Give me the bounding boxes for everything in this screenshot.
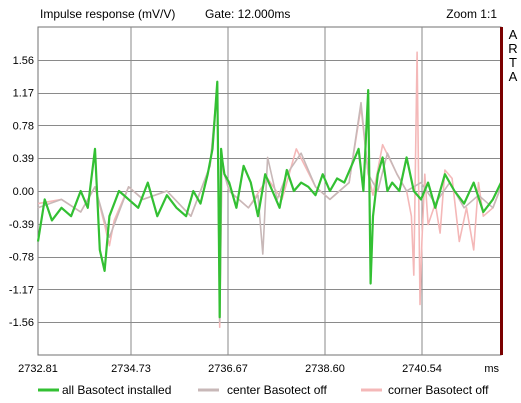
y-tick-label: 1.56 bbox=[13, 55, 34, 67]
x-tick-label: 2740.54 bbox=[402, 363, 442, 375]
legend-label: corner Basotect off bbox=[388, 383, 489, 397]
x-tick-label: 2738.60 bbox=[305, 363, 345, 375]
legend: all Basotect installed center Basotect of… bbox=[38, 383, 489, 397]
brand-letter: A bbox=[508, 69, 518, 84]
arta-brand-vertical: A R T A bbox=[506, 28, 520, 84]
legend-label: all Basotect installed bbox=[62, 383, 171, 397]
y-tick-label: -0.39 bbox=[9, 219, 34, 231]
brand-letter: R bbox=[508, 41, 518, 56]
x-tick-label: ms bbox=[484, 363, 499, 375]
y-tick-label: 0.00 bbox=[13, 186, 34, 198]
brand-letter: T bbox=[509, 55, 517, 70]
y-tick-label: -1.56 bbox=[9, 317, 34, 329]
y-tick-label: -1.17 bbox=[9, 284, 34, 296]
gate-readout: Gate: 12.000ms bbox=[205, 7, 291, 21]
y-tick-label: -0.78 bbox=[9, 252, 34, 264]
y-tick-label: 1.17 bbox=[13, 88, 34, 100]
series-line bbox=[36, 80, 502, 319]
x-tick-label: 2732.81 bbox=[18, 363, 58, 375]
brand-letter: A bbox=[508, 27, 518, 42]
x-tick-label: 2736.67 bbox=[208, 363, 248, 375]
series-layer bbox=[36, 51, 502, 329]
zoom-readout[interactable]: Zoom 1:1 bbox=[446, 7, 497, 21]
x-tick-label: 2734.73 bbox=[111, 363, 151, 375]
tick-label-layer: 1.56 1.17 0.78 0.39 0.00 -0.39 -0.78 -1.17 -1.56… bbox=[9, 55, 500, 375]
grid-layer bbox=[38, 27, 501, 355]
y-tick-label: 0.39 bbox=[13, 153, 34, 165]
legend-label: center Basotect off bbox=[227, 383, 328, 397]
brand-bar bbox=[500, 27, 503, 355]
series-line bbox=[37, 85, 502, 323]
chart-title: Impulse response (mV/V) bbox=[40, 7, 176, 21]
y-tick-label: 0.78 bbox=[13, 120, 34, 132]
